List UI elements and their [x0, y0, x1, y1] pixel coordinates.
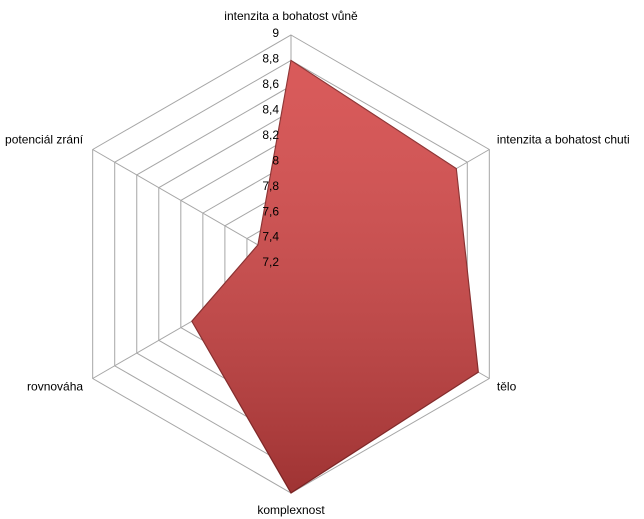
category-label: intenzita a bohatost chuti: [497, 133, 630, 147]
tick-label: 8,8: [262, 52, 279, 66]
tick-label: 7,6: [262, 204, 279, 218]
tick-label: 8,6: [262, 77, 279, 91]
category-label: komplexnost: [257, 503, 325, 517]
data-area-shade: [191, 60, 479, 493]
tick-label: 8,2: [262, 128, 279, 142]
tick-label: 7,2: [262, 255, 279, 269]
tick-label: 8: [272, 153, 279, 167]
category-label: rovnováha: [27, 380, 83, 394]
category-label: potenciál zrání: [5, 133, 84, 147]
tick-label: 7,8: [262, 179, 279, 193]
category-label: intenzita a bohatost vůně: [224, 9, 358, 23]
tick-label: 7,4: [262, 230, 279, 244]
tick-label: 8,4: [262, 103, 279, 117]
tick-label: 9: [272, 26, 279, 40]
category-label: tělo: [497, 380, 517, 394]
